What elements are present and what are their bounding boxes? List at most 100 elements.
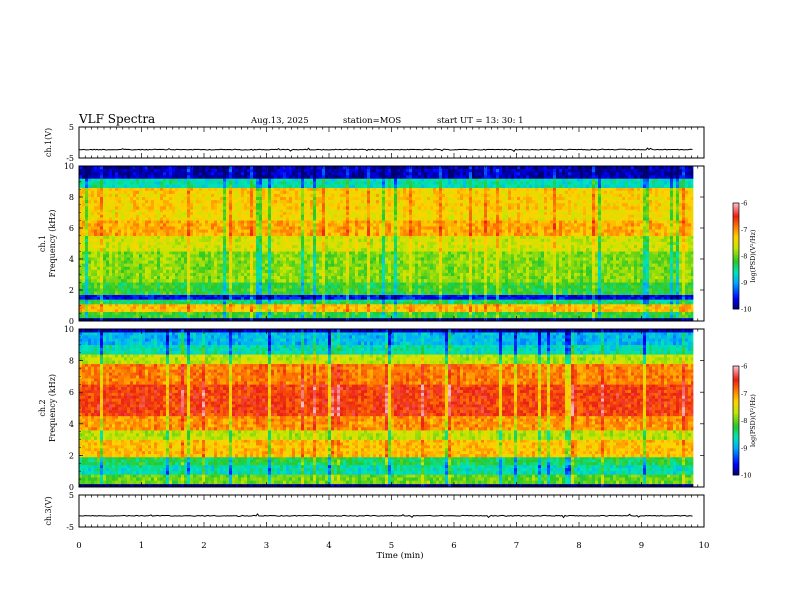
spectrogram-cell	[343, 314, 347, 319]
spectrogram-cell	[133, 190, 137, 195]
spectrogram-cell	[82, 266, 86, 271]
spectrogram-cell	[88, 178, 92, 182]
spectrogram-cell	[322, 229, 326, 233]
spectrogram-cell	[175, 301, 179, 305]
spectrogram-cell	[127, 266, 131, 271]
spectrogram-cell	[313, 260, 317, 264]
spectrogram-cell	[244, 214, 248, 218]
spectrogram-cell	[202, 214, 206, 218]
spectrogram-cell	[85, 257, 89, 261]
spectrogram-cell	[148, 294, 152, 298]
spectrogram-cell	[334, 238, 338, 243]
spectrogram-cell	[211, 282, 215, 286]
spectrogram-cell	[154, 184, 158, 188]
spectrogram-cell	[82, 288, 86, 292]
spectrogram-cell	[325, 263, 329, 268]
spectrogram-cell	[271, 226, 275, 230]
spectrogram-cell	[298, 184, 302, 188]
spectrogram-cell	[178, 200, 182, 204]
spectrogram-cell	[253, 251, 257, 255]
spectrogram-cell	[256, 285, 260, 289]
spectrogram-cell	[292, 169, 296, 173]
spectrogram-cell	[292, 217, 296, 221]
spectrogram-cell	[169, 178, 173, 182]
spectrogram-cell	[82, 260, 86, 264]
spectrogram-cell	[352, 223, 356, 227]
spectrogram-cell	[139, 306, 143, 310]
spectrogram-cell	[139, 197, 143, 201]
spectrogram-cell	[139, 226, 143, 230]
spectrogram-cell	[160, 260, 164, 264]
spectrogram-cell	[205, 311, 209, 316]
spectrogram-cell	[205, 309, 209, 312]
station-label: station=MOS	[343, 116, 401, 126]
spectrogram-cell	[262, 260, 266, 264]
spectrogram-cell	[256, 288, 260, 292]
spectrogram-cell	[85, 187, 89, 192]
spectrogram-cell	[256, 266, 260, 271]
spectrogram-cell	[220, 223, 224, 227]
spectrogram-cell	[190, 241, 194, 246]
spectrogram-cell	[262, 276, 266, 280]
spectrogram-cell	[340, 197, 344, 201]
spectrogram-cell	[202, 226, 206, 230]
spectrogram-cell	[124, 279, 128, 283]
spectrogram-cell	[106, 291, 110, 295]
spectrogram-cell	[283, 175, 287, 179]
spectrogram-cell	[148, 184, 152, 188]
spectrogram-cell	[208, 206, 212, 210]
spectrogram-cell	[328, 311, 332, 316]
spectrogram-cell	[334, 172, 338, 176]
spectrogram-cell	[214, 306, 218, 310]
spectrogram-cell	[205, 317, 209, 321]
spectrogram-cell	[229, 212, 233, 216]
spectrogram-cell	[187, 314, 191, 319]
spectrogram-cell	[163, 175, 167, 179]
spectrogram-cell	[121, 306, 125, 310]
spectrogram-cell	[91, 251, 95, 255]
spectrogram-cell	[211, 184, 215, 188]
spectrogram-cell	[181, 172, 185, 176]
spectrogram-cell	[124, 166, 128, 170]
spectrogram-cell	[316, 235, 320, 240]
spectrogram-cell	[88, 232, 92, 237]
spectrogram-cell	[337, 206, 341, 210]
spectrogram-cell	[166, 269, 170, 274]
spectrogram-cell	[178, 306, 182, 310]
spectrogram-cell	[316, 263, 320, 268]
spectrogram-cell	[169, 254, 173, 258]
spectrogram-cell	[196, 184, 200, 188]
spectrogram-cell	[214, 269, 218, 274]
spectrogram-cell	[130, 214, 134, 218]
spectrogram-cell	[232, 291, 236, 295]
spectrogram-cell	[121, 296, 125, 300]
spectrogram-cell	[352, 197, 356, 201]
spectrogram-cell	[229, 317, 233, 321]
spectrogram-cell	[286, 309, 290, 312]
spectrogram-cell	[88, 291, 92, 295]
spectrogram-cell	[154, 214, 158, 218]
spectrogram-cell	[208, 263, 212, 268]
spectrogram-cell	[154, 206, 158, 210]
spectrogram-cell	[307, 238, 311, 243]
spectrogram-cell	[133, 203, 137, 207]
spectrogram-cell	[229, 187, 233, 192]
spectrogram-cell	[223, 279, 227, 283]
spectrogram-cell	[205, 251, 209, 255]
spectrogram-cell	[160, 212, 164, 216]
spectrogram-cell	[226, 306, 230, 310]
spectrogram-cell	[181, 299, 185, 302]
spectrogram-cell	[124, 197, 128, 201]
spectrogram-cell	[160, 291, 164, 295]
spectrogram-cell	[139, 285, 143, 289]
spectrogram-cell	[280, 193, 284, 198]
spectrogram-cell	[304, 166, 308, 170]
spectrogram-cell	[88, 263, 92, 268]
spectrogram-cell	[100, 197, 104, 201]
spectrogram-cell	[97, 184, 101, 188]
spectrogram-cell	[130, 269, 134, 274]
spectrogram-cell	[106, 303, 110, 307]
spectrogram-cell	[190, 294, 194, 298]
spectrogram-cell	[277, 299, 281, 302]
spectrogram-cell	[331, 223, 335, 227]
